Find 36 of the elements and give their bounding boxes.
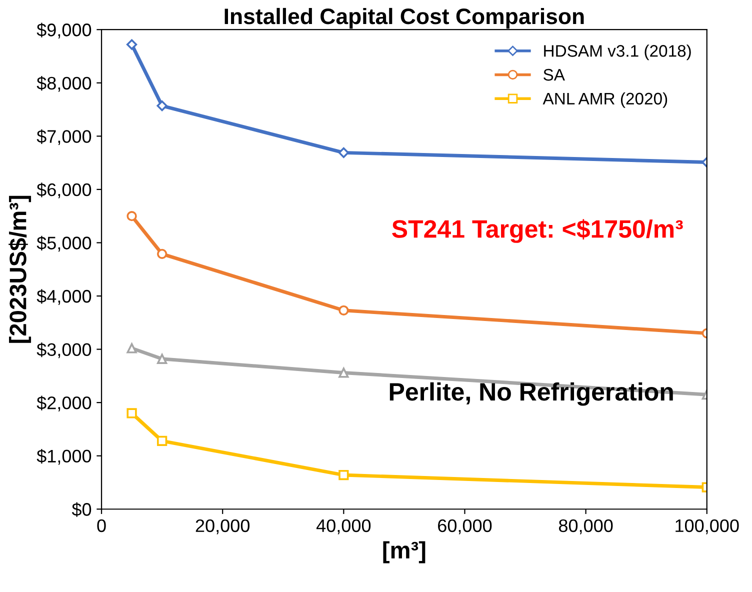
y-tick-label: $6,000 xyxy=(36,182,92,198)
x-axis-title: [m³] xyxy=(383,541,426,564)
x-tick-label: 60,000 xyxy=(438,519,492,534)
point xyxy=(338,470,349,480)
y-tick-label: $0 xyxy=(72,502,92,517)
point xyxy=(156,436,168,446)
y-axis-title: [2023US$/m³] xyxy=(8,196,32,343)
point xyxy=(338,305,349,316)
x-tick-label: 20,000 xyxy=(196,519,250,534)
annotation: Perlite, No Refrigeration xyxy=(390,382,673,406)
point xyxy=(156,100,168,112)
annotation: ST241 Target: <$1750/m³ xyxy=(392,219,683,243)
x-tick-label: 100,000 xyxy=(676,519,739,534)
y-tick-label: $9,000 xyxy=(36,22,92,38)
x-tick-label: 0 xyxy=(97,519,106,532)
point xyxy=(126,408,137,418)
y-tick-label: $3,000 xyxy=(36,342,92,358)
point xyxy=(338,147,349,158)
y-tick-label: $7,000 xyxy=(36,129,92,146)
legend-label: ANL AMR (2020) xyxy=(542,92,668,108)
y-tick-label: $8,000 xyxy=(36,76,92,92)
y-tick-label: $2,000 xyxy=(36,396,92,412)
x-tick-label: 40,000 xyxy=(316,519,371,534)
point xyxy=(338,368,349,378)
point xyxy=(156,354,168,364)
y-tick-label: $5,000 xyxy=(36,236,92,252)
legend-label: SA xyxy=(544,68,565,81)
chart-title: Installed Capital Cost Comparison xyxy=(224,8,584,29)
point xyxy=(126,39,138,50)
y-tick-label: $1,000 xyxy=(36,449,92,465)
point xyxy=(156,248,168,259)
point xyxy=(126,343,137,354)
x-tick-label: 80,000 xyxy=(558,519,613,534)
point xyxy=(126,211,137,222)
legend-label: HDSAM v3.1 (2018) xyxy=(544,44,691,60)
y-tick-label: $4,000 xyxy=(36,289,92,305)
